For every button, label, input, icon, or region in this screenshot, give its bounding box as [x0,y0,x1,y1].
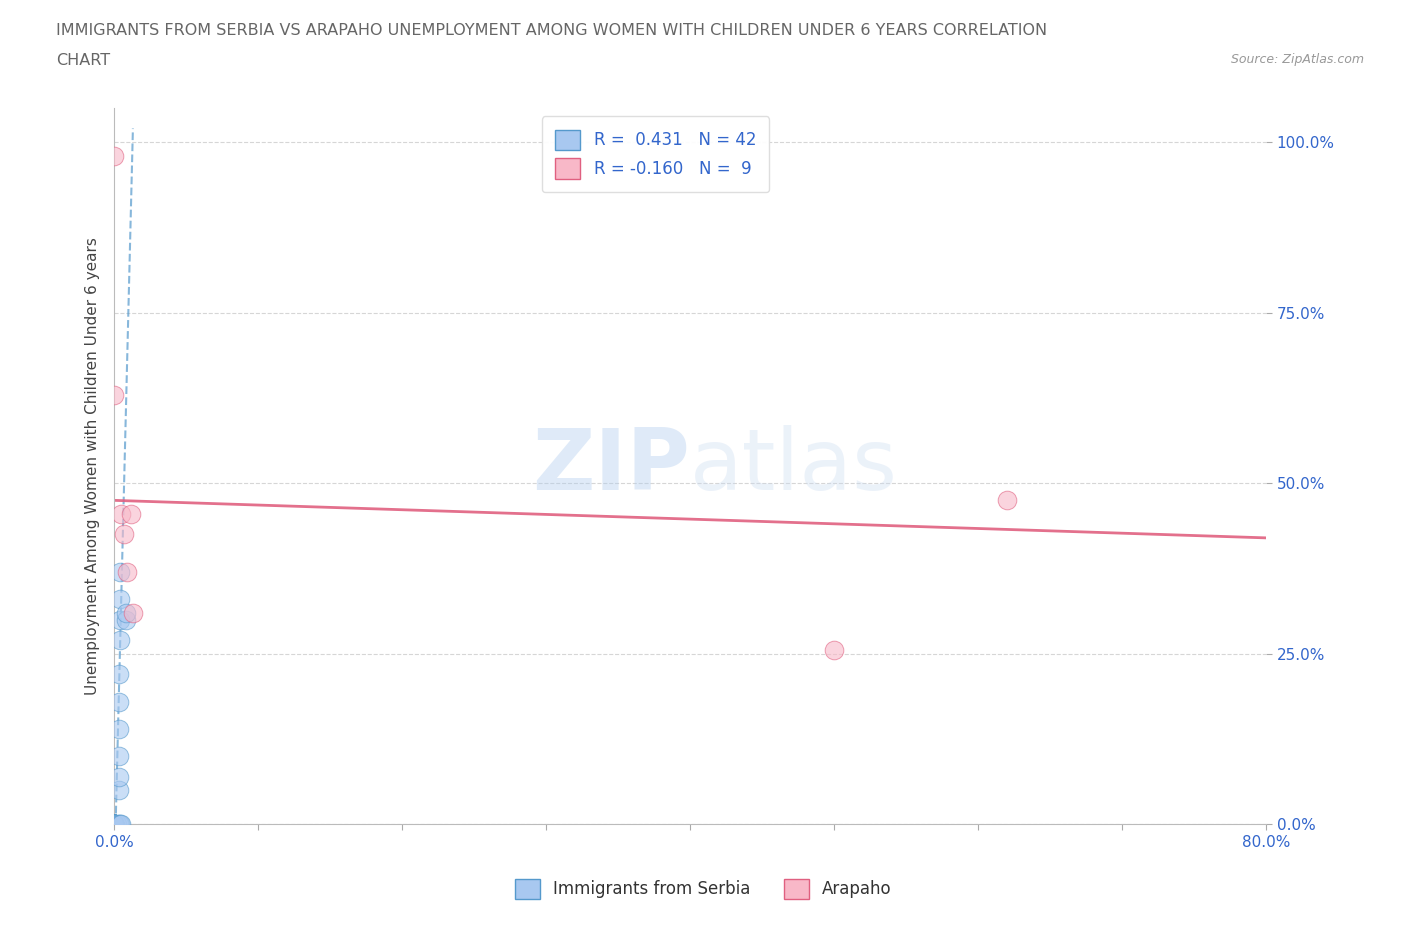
Point [114,605,136,620]
Text: CHART: CHART [56,53,110,68]
Text: ZIP: ZIP [533,425,690,508]
Point [103,817,125,832]
Y-axis label: Unemployment Among Women with Children Under 6 years: Unemployment Among Women with Children U… [86,237,100,696]
Point [108,612,131,627]
Text: Source: ZipAtlas.com: Source: ZipAtlas.com [1230,53,1364,66]
Point [103,817,125,832]
Point [108,817,131,832]
Point [103,817,125,832]
Point [110,817,132,832]
Point [103,817,125,832]
Point [103,817,125,832]
Point [107,667,129,682]
Point [103,817,125,832]
Point [103,817,125,832]
Point [107,817,129,832]
Point [107,783,129,798]
Point [110,507,132,522]
Text: atlas: atlas [690,425,898,508]
Point [103,817,125,832]
Legend: R =  0.431   N = 42, R = -0.160   N =  9: R = 0.431 N = 42, R = -0.160 N = 9 [541,116,769,192]
Point [108,591,131,606]
Point [103,817,125,832]
Point [103,817,125,832]
Point [103,148,125,163]
Point [108,632,131,647]
Point [107,749,129,764]
Point [103,817,125,832]
Point [105,817,128,832]
Point [103,817,125,832]
Point [107,722,129,737]
Point [103,817,125,832]
Point [103,817,125,832]
Point [823,643,845,658]
Point [107,694,129,709]
Text: IMMIGRANTS FROM SERBIA VS ARAPAHO UNEMPLOYMENT AMONG WOMEN WITH CHILDREN UNDER 6: IMMIGRANTS FROM SERBIA VS ARAPAHO UNEMPL… [56,23,1047,38]
Point [107,769,129,784]
Point [103,387,125,402]
Point [122,605,145,620]
Point [995,493,1018,508]
Point [121,507,143,522]
Point [103,817,125,832]
Point [112,527,135,542]
Point [103,817,125,832]
Point [114,612,136,627]
Point [103,817,125,832]
Point [103,817,125,832]
Point [103,817,125,832]
Point [103,817,125,832]
Point [103,817,125,832]
Point [103,817,125,832]
Point [103,817,125,832]
Point [103,817,125,832]
Point [115,565,138,579]
Point [108,565,131,579]
Legend: Immigrants from Serbia, Arapaho: Immigrants from Serbia, Arapaho [501,866,905,912]
Point [103,817,125,832]
Point [103,817,125,832]
